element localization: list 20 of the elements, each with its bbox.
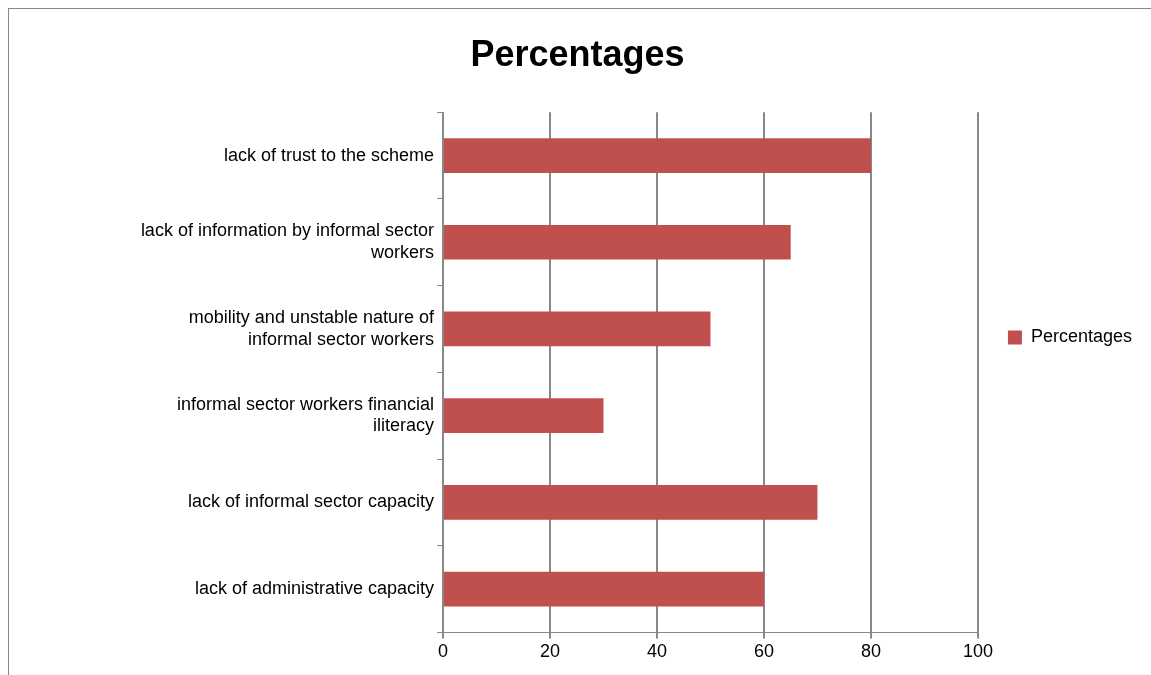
legend-label: Percentages [1030,326,1133,347]
bar [444,398,604,433]
x-tick-label: 60 [753,641,774,662]
y-tick-label: informal sector workers financial iliteracy [176,393,434,436]
x-tick-label: 100 [962,641,993,662]
x-tick-label: 20 [539,641,560,662]
y-tick-label: lack of administrative capacity [194,578,434,599]
y-tick-label: lack of trust to the scheme [223,144,434,165]
y-tick-label: lack of informal sector capacity [187,491,434,512]
bar [444,311,711,347]
bar [444,138,871,173]
x-tick-label: 40 [646,641,667,662]
x-tick-label: 80 [860,641,881,662]
x-tick-label: 0 [437,641,449,662]
y-tick-label: lack of information by informal sector workers [140,220,434,263]
bar [444,224,791,260]
chart-title: Percentages [470,32,685,74]
bar [444,571,764,607]
y-tick-label: mobility and unstable nature of informal sector workers [188,307,435,349]
bar [444,485,818,520]
